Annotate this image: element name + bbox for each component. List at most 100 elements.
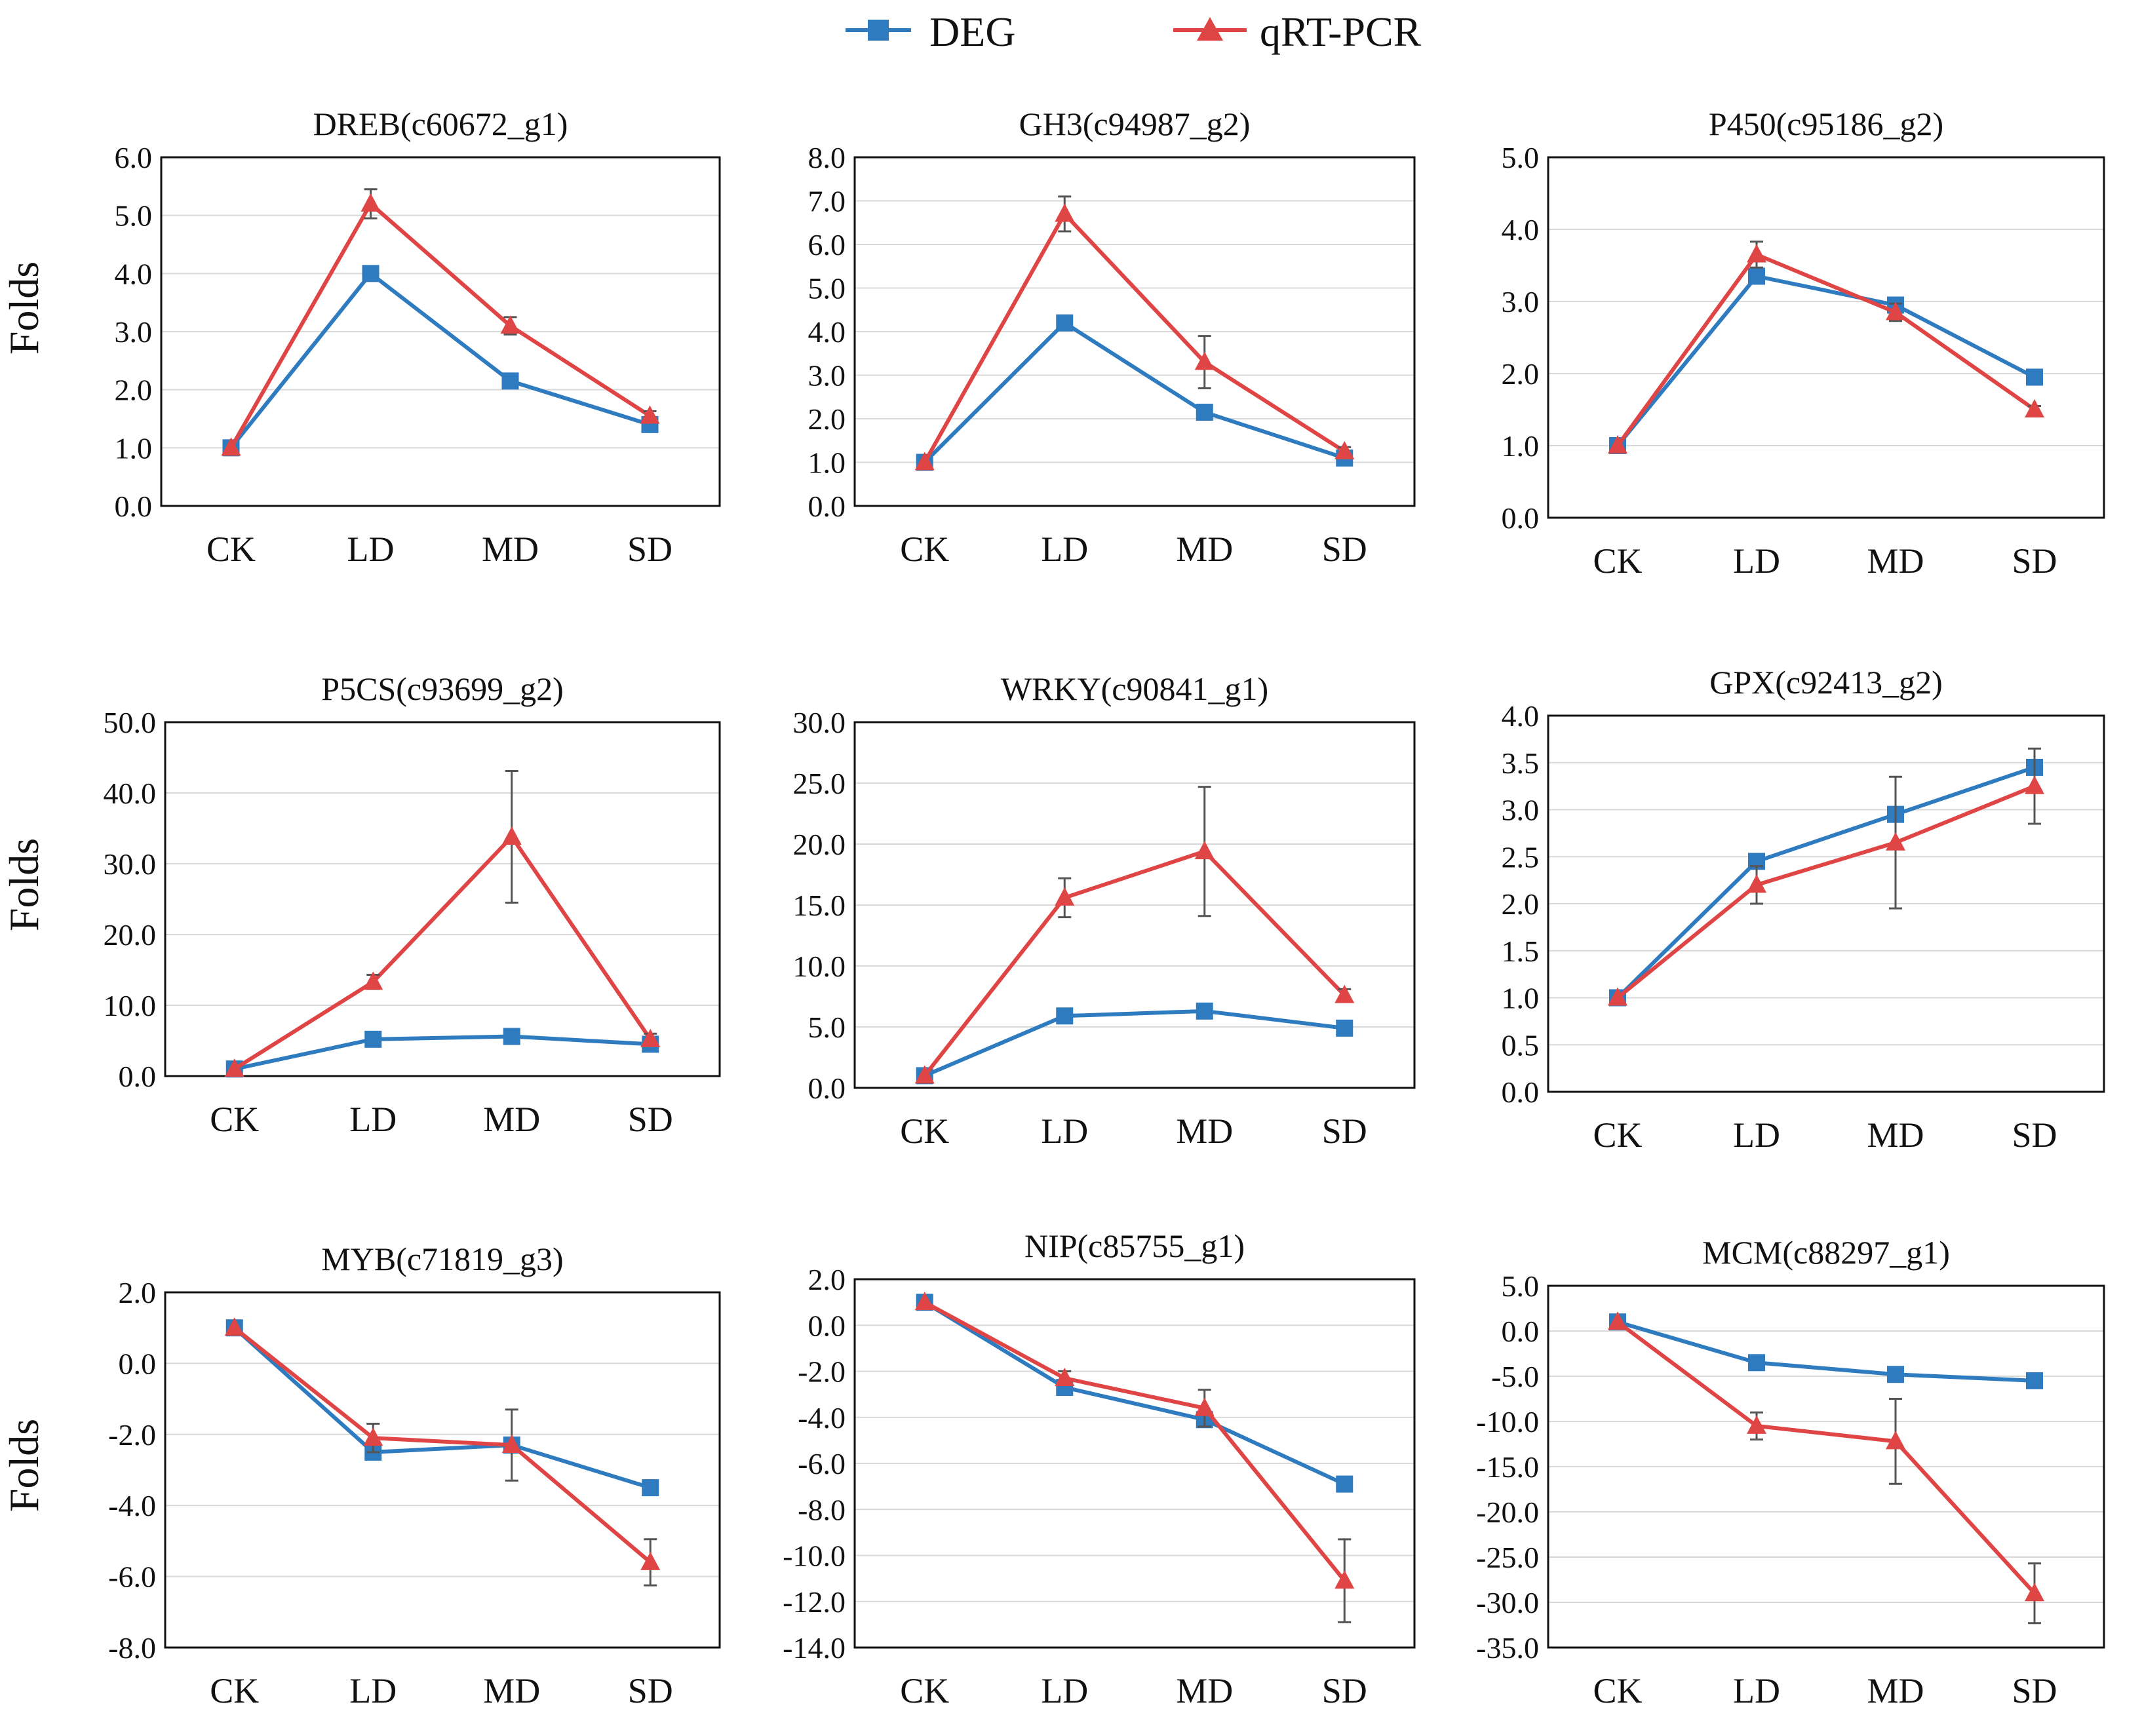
x-tick-label: MD (1176, 1111, 1233, 1151)
y-tick-label: 2.0 (119, 1276, 157, 1309)
y-tick-label: -20.0 (1476, 1495, 1539, 1529)
x-tick-label: MD (1867, 1671, 1924, 1710)
x-tick-label: SD (628, 1100, 673, 1139)
chart-title: GH3(c94987_g2) (1019, 106, 1251, 142)
y-tick-label: 3.0 (1502, 794, 1540, 827)
y-tick-label: -25.0 (1476, 1541, 1539, 1574)
x-tick-label: CK (900, 1671, 949, 1710)
qrt-data-point (2025, 775, 2044, 794)
x-tick-label: LD (1733, 1115, 1780, 1155)
y-tick-label: 0.0 (119, 1060, 157, 1093)
y-tick-label: 5.0 (115, 199, 153, 233)
y-tick-label: 2.0 (1502, 357, 1540, 391)
x-tick-label: SD (1322, 530, 1367, 569)
qrt-data-point (1886, 832, 1905, 851)
deg-series-line (924, 1300, 1346, 1486)
qrt-series-line (233, 1326, 652, 1564)
y-tick-label: 20.0 (793, 828, 846, 861)
y-tick-label: 10.0 (104, 989, 157, 1022)
y-tick-label: 4.0 (115, 257, 153, 290)
x-tick-label: LD (1041, 530, 1088, 569)
qrt-data-point (360, 193, 381, 212)
y-tick-label: 0.0 (808, 1309, 846, 1342)
chart-panel: DREB(c60672_g1) 0.0 1.0 2.0 3.0 4.0 5.0 6.0 CK LD… (1, 106, 721, 569)
y-tick-label: 3.0 (1502, 285, 1540, 318)
y-tick-label: -14.0 (783, 1631, 846, 1665)
y-tick-label: 8.0 (808, 141, 846, 174)
y-tick-label: 1.5 (1502, 935, 1540, 968)
qrt-data-point (1194, 1397, 1215, 1416)
deg-data-point (1748, 1354, 1765, 1372)
legend-qrt-label: qRT-PCR (1260, 9, 1422, 55)
chart-title: NIP(c85755_g1) (1024, 1227, 1245, 1264)
x-tick-label: MD (1867, 1115, 1924, 1155)
x-tick-label: CK (1593, 541, 1642, 581)
deg-data-point (1196, 404, 1213, 421)
x-tick-label: LD (1041, 1111, 1088, 1151)
qrt-data-point (1194, 841, 1215, 860)
qrt-data-point (1194, 351, 1215, 370)
y-tick-label: 30.0 (104, 847, 157, 881)
x-tick-label: CK (900, 530, 949, 569)
chart-title: GPX(c92413_g2) (1709, 664, 1943, 701)
plot-frame (164, 1291, 721, 1649)
y-tick-label: 5.0 (1502, 1269, 1540, 1303)
deg-series-line (234, 1034, 651, 1071)
chart-panel: GPX(c92413_g2) 0.0 0.5 1.0 1.5 2.0 2.5 3.0 3.5 4.… (1502, 664, 2105, 1155)
chart-panel: WRKY(c90841_g1) 0.0 5.0 10.0 15.0 20.0 25.0 30.… (793, 670, 1416, 1151)
x-tick-label: CK (900, 1111, 949, 1151)
x-tick-label: SD (1322, 1111, 1367, 1151)
y-tick-label: 6.0 (808, 228, 846, 261)
x-tick-label: CK (210, 1100, 259, 1139)
x-tick-label: SD (627, 530, 672, 569)
qrt-series-line (1616, 784, 2036, 999)
y-tick-label: -4.0 (798, 1401, 846, 1435)
y-tick-label: -35.0 (1476, 1631, 1539, 1665)
x-tick-label: CK (1593, 1671, 1642, 1710)
plot-frame (1547, 1284, 2105, 1649)
chart-title: WRKY(c90841_g1) (1001, 670, 1268, 707)
qrt-data-point (2025, 399, 2044, 417)
qrt-data-point (1055, 203, 1075, 222)
chart-title: MYB(c71819_g3) (321, 1241, 563, 1277)
y-tick-label: -12.0 (783, 1585, 846, 1619)
y-axis-label: Folds (1, 261, 47, 355)
y-tick-label: -10.0 (783, 1539, 846, 1573)
x-tick-label: LD (1041, 1671, 1088, 1710)
plot-frame (160, 156, 721, 507)
qrt-series-line (1616, 1320, 2036, 1595)
y-tick-label: 2.0 (808, 402, 846, 436)
plot-frame (853, 156, 1416, 507)
qrt-data-point (1055, 1368, 1075, 1387)
chart-panel: MCM(c88297_g1) -35.0 -30.0 -25.0 -20.0 -15.0 -… (1476, 1234, 2105, 1710)
qrt-data-point (1608, 435, 1627, 453)
x-tick-label: LD (347, 530, 395, 569)
y-tick-label: 4.0 (1502, 699, 1540, 733)
y-tick-label: -5.0 (1491, 1360, 1539, 1393)
qrt-data-point (1334, 984, 1355, 1003)
x-tick-label: SD (2012, 541, 2057, 581)
y-tick-label: 2.0 (115, 374, 153, 407)
qrt-data-point (640, 1551, 661, 1570)
y-tick-label: 25.0 (793, 767, 846, 800)
deg-data-point (362, 265, 380, 282)
plot-frame (853, 1278, 1416, 1649)
qrt-data-point (224, 1058, 244, 1077)
deg-data-point (1056, 314, 1074, 332)
qrt-series-line (923, 849, 1346, 1077)
y-tick-label: -6.0 (108, 1560, 156, 1594)
x-tick-label: CK (206, 530, 256, 569)
qrt-data-point (363, 971, 383, 990)
qrt-data-point (1334, 440, 1355, 459)
qrt-data-point (1747, 874, 1766, 893)
deg-data-point (1887, 1366, 1904, 1383)
y-tick-label: 2.0 (808, 1263, 846, 1296)
qrt-data-point (363, 1427, 383, 1446)
x-tick-label: LD (349, 1100, 397, 1139)
x-tick-label: CK (210, 1671, 259, 1710)
triangle-marker-icon (1197, 17, 1223, 41)
chart-panel: NIP(c85755_g1) -14.0 -12.0 -10.0 -8.0 -6.0 -4.… (783, 1227, 1416, 1710)
y-tick-label: 15.0 (793, 889, 846, 922)
y-tick-label: 0.5 (1502, 1028, 1540, 1062)
y-tick-label: -15.0 (1476, 1450, 1539, 1484)
